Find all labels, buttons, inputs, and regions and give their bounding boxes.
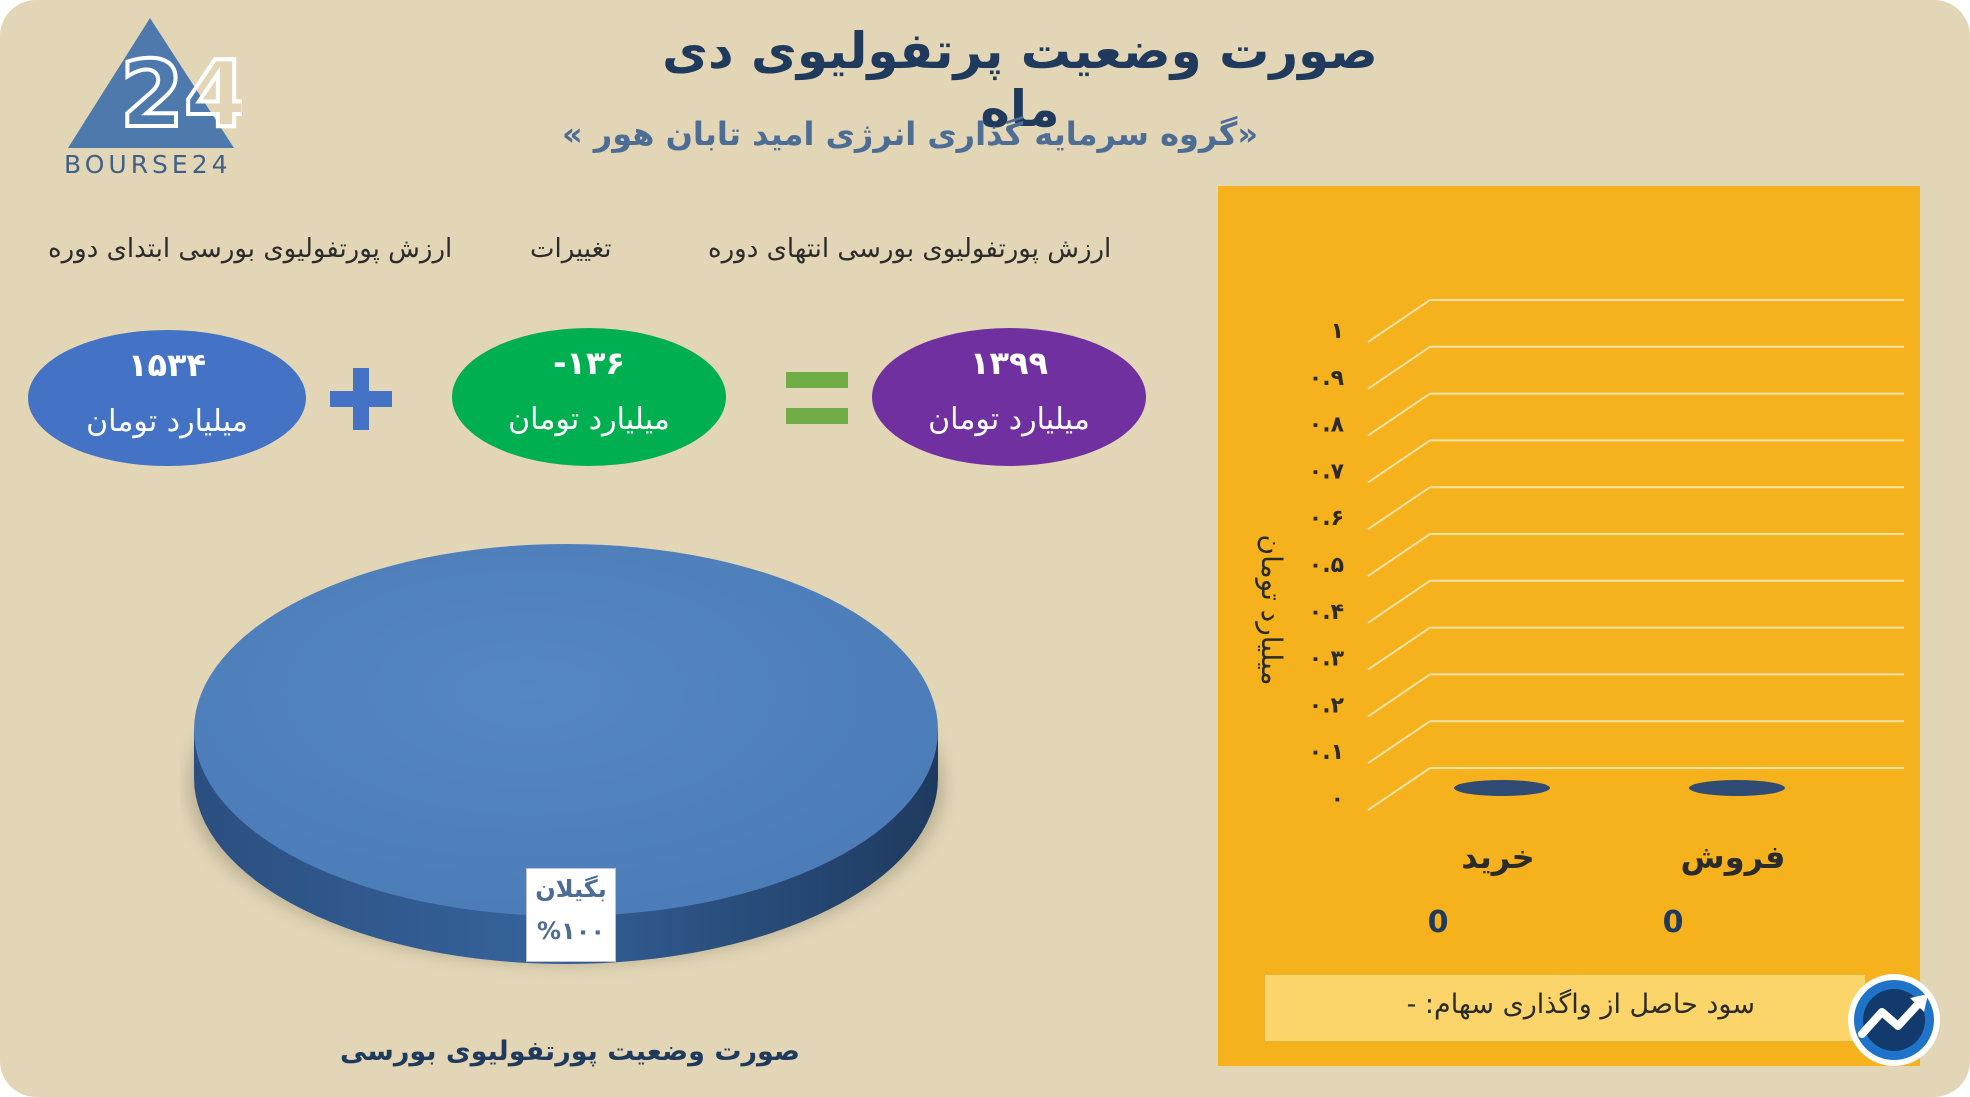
start-value-oval: ۱۵۳۴ میلیارد تومان	[28, 330, 306, 466]
y-tick-label: ۰.۷	[1309, 459, 1345, 484]
change-unit: میلیارد تومان	[508, 402, 670, 437]
y-tick-label: ۰.۲	[1309, 693, 1345, 718]
change-label: تغییرات	[530, 234, 612, 264]
logo-text: BOURSE24	[64, 150, 232, 179]
end-value-oval: ۱۳۹۹ میلیارد تومان	[872, 328, 1146, 466]
bar-2-base	[1689, 780, 1785, 796]
pie-slice-percent: %۱۰۰	[537, 917, 605, 945]
change-value-oval: -۱۳۶ میلیارد تومان	[452, 328, 726, 466]
start-value-label: ارزش پورتفولیوی بورسی ابتدای دوره	[48, 234, 453, 264]
y-tick-label: ۰.۶	[1309, 506, 1344, 531]
plus-icon	[330, 368, 392, 430]
bar-value-label: 0	[1428, 905, 1449, 940]
logo-mark: 24	[120, 41, 242, 148]
gridline-depth	[1367, 533, 1431, 577]
end-unit: میلیارد تومان	[928, 402, 1090, 437]
bar-value-label: 0	[1663, 905, 1684, 940]
profit-box: سود حاصل از واگذاری سهام: -	[1264, 974, 1866, 1042]
y-tick-label: ۰.۹	[1309, 366, 1344, 391]
page-title: صورت وضعیت پرتفولیوی دی ماه	[662, 22, 1378, 138]
x-category-label: فروش	[1681, 838, 1786, 876]
y-tick-label: ۰.۸	[1309, 413, 1345, 438]
gridline-depth	[1367, 392, 1431, 437]
gridline-depth	[1367, 767, 1431, 811]
gridline-depth	[1367, 673, 1431, 718]
profit-text: سود حاصل از واگذاری سهام: -	[1406, 989, 1755, 1020]
y-tick-label: ۱	[1331, 319, 1344, 344]
pie-chart-title: صورت وضعیت پورتفولیوی بورسی	[339, 1036, 801, 1067]
y-tick-label: ۰.۱	[1309, 740, 1344, 765]
bourse24-logo: 24	[68, 18, 242, 150]
change-value: -۱۳۶	[553, 344, 625, 382]
gridline-depth	[1367, 626, 1431, 671]
gridline-depth	[1367, 720, 1431, 765]
gridline-depth	[1367, 345, 1431, 390]
gridline-depth	[1367, 299, 1431, 343]
pie-slice-bgilan	[194, 544, 938, 916]
pie-slice-name: بگیلان	[535, 875, 607, 903]
page-subtitle: «گروه سرمایه گذاری انرژی امید تابان هور …	[561, 115, 1259, 153]
end-value: ۱۳۹۹	[969, 344, 1049, 382]
gridline-depth	[1367, 579, 1431, 624]
end-value-label: ارزش پورتفولیوی بورسی انتهای دوره	[708, 234, 1112, 264]
start-unit: میلیارد تومان	[86, 404, 248, 439]
gridline-depth	[1367, 486, 1431, 531]
bar-1-base	[1454, 780, 1550, 796]
trades-bar-chart: ۰ ۰.۱ ۰.۲ ۰.۳ ۰.۴ ۰.۵ ۰.۶ ۰.۷ ۰.۸ ۰.۹ ۱ میلیارد توم…	[1255, 299, 1904, 940]
trades-panel: ۰ ۰.۱ ۰.۲ ۰.۳ ۰.۴ ۰.۵ ۰.۶ ۰.۷ ۰.۸ ۰.۹ ۱ میلیارد توم…	[1218, 186, 1920, 1066]
y-tick-label: ۰.۴	[1309, 600, 1344, 625]
start-value: ۱۵۳۴	[127, 346, 207, 384]
pie-slice-label: بگیلان %۱۰۰	[526, 868, 616, 962]
equals-icon	[786, 372, 848, 424]
portfolio-pie-chart	[188, 544, 944, 964]
y-tick-label: ۰.۵	[1309, 553, 1344, 578]
y-axis-label: میلیارد تومان	[1255, 535, 1288, 686]
chart-trend-icon	[1848, 974, 1940, 1066]
y-tick-label: ۰.۳	[1309, 647, 1345, 672]
gridline-depth	[1367, 439, 1431, 484]
x-category-label: خرید	[1461, 838, 1534, 876]
y-tick-label: ۰	[1331, 787, 1344, 812]
